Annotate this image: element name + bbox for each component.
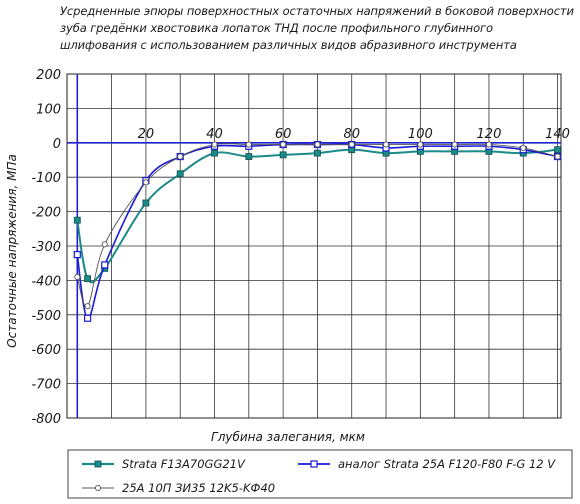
data-point xyxy=(73,251,81,259)
data-point xyxy=(520,144,527,152)
y-tick-label: -100 xyxy=(31,171,61,186)
data-point xyxy=(83,314,92,322)
y-tick-label: -300 xyxy=(31,240,61,255)
x-tick-label: 60 xyxy=(275,127,292,142)
data-point xyxy=(211,149,218,157)
data-point xyxy=(554,153,561,160)
data-point xyxy=(554,146,561,154)
y-tick-label: -400 xyxy=(31,274,61,289)
data-point xyxy=(73,216,81,224)
data-point xyxy=(84,303,91,310)
legend-items xyxy=(82,460,330,492)
data-point xyxy=(211,141,218,148)
data-point xyxy=(245,153,253,160)
legend-swatch-marker xyxy=(94,460,102,468)
chart-title-line-1: Усредненные эпюры поверхностных остаточн… xyxy=(60,4,574,18)
data-point xyxy=(382,141,390,148)
series-3 xyxy=(74,141,561,310)
chart-title-line-3: шлифования с использованием различных ви… xyxy=(60,38,517,52)
data-point xyxy=(485,141,493,148)
x-tick-label: 140 xyxy=(545,127,570,142)
plot-frame xyxy=(66,73,562,419)
legend-box xyxy=(67,449,573,499)
y-tick-label: -200 xyxy=(31,206,61,221)
y-tick-label: 0 xyxy=(53,137,61,152)
x-axis-label: Глубина залегания, мкм xyxy=(211,430,365,444)
x-tick-label: 20 xyxy=(138,127,155,142)
data-point xyxy=(245,141,252,148)
data-point xyxy=(142,179,149,186)
series-line xyxy=(76,143,558,308)
x-tick-label: 120 xyxy=(477,127,502,142)
data-point xyxy=(451,141,458,148)
y-tick-label: -700 xyxy=(31,378,61,393)
legend: Strata F13A70GG21V аналог Strata 25A F12… xyxy=(67,449,573,499)
data-point xyxy=(417,141,424,148)
y-tick-label: 100 xyxy=(36,102,61,117)
legend-swatch-marker xyxy=(94,484,102,492)
data-point xyxy=(101,241,108,248)
x-tick-label: 80 xyxy=(343,127,360,142)
data-point xyxy=(142,199,150,207)
y-tick-label: -600 xyxy=(31,343,61,358)
data-point xyxy=(177,153,184,160)
data-point xyxy=(279,151,287,159)
chart-title-line-2: зуба гредёнки хвостовика лопаток ТНД пос… xyxy=(60,21,493,35)
legend-label-series-1: Strata F13A70GG21V xyxy=(122,457,246,471)
series-line xyxy=(76,148,558,284)
data-point xyxy=(84,275,91,283)
data-point xyxy=(314,149,321,157)
legend-swatch-marker xyxy=(310,460,318,468)
x-tick-label: 100 xyxy=(408,127,433,142)
data-point xyxy=(280,141,287,148)
data-point xyxy=(74,273,81,281)
data-point xyxy=(176,170,184,178)
tick-labels: 20 40 60 80 100 120 140 200 100 0 -100 -200 -300 -400… xyxy=(31,68,569,427)
series-lines xyxy=(73,140,562,322)
y-tick-label: -800 xyxy=(31,412,61,427)
data-point xyxy=(348,141,355,148)
data-point xyxy=(314,141,321,148)
legend-label-series-3: 25A 10П ЗИ35 12K5-KФ40 xyxy=(122,481,275,495)
y-tick-label: 200 xyxy=(36,68,61,83)
x-tick-label: 40 xyxy=(206,127,223,142)
data-point xyxy=(101,261,109,269)
y-tick-label: -500 xyxy=(31,309,61,324)
y-axis-label: Остаточные напряжения, МПа xyxy=(5,154,19,348)
grid xyxy=(67,73,561,419)
legend-label-series-2: аналог Strata 25A F120-F80 F-G 12 V xyxy=(338,457,556,471)
